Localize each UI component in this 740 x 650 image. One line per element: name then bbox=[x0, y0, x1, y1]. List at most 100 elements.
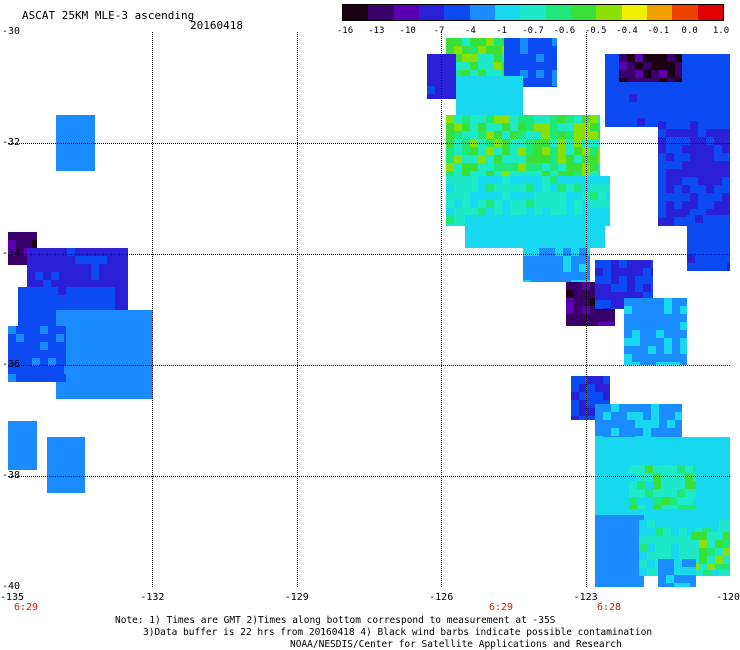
wind-cell bbox=[656, 322, 665, 331]
wind-cell bbox=[136, 373, 145, 382]
wind-cell bbox=[478, 123, 486, 132]
wind-cell bbox=[644, 118, 653, 127]
wind-cell bbox=[72, 115, 81, 124]
wind-cell bbox=[494, 131, 502, 140]
wind-cell bbox=[636, 78, 645, 87]
wind-cell bbox=[705, 192, 714, 201]
wind-cell bbox=[699, 477, 708, 486]
wind-cell bbox=[537, 239, 546, 248]
wind-cell bbox=[659, 453, 668, 462]
wind-cell bbox=[708, 62, 717, 71]
wind-cell bbox=[692, 86, 701, 95]
wind-cell bbox=[17, 295, 26, 304]
wind-cell bbox=[478, 208, 486, 217]
wind-cell bbox=[72, 131, 81, 140]
wind-cell bbox=[550, 155, 558, 164]
colorbar-tick-label: -0.1 bbox=[647, 26, 670, 36]
wind-cell bbox=[446, 37, 454, 46]
wind-cell bbox=[59, 256, 68, 265]
wind-cell bbox=[601, 247, 605, 249]
wind-cell bbox=[478, 147, 486, 156]
wind-cell bbox=[673, 168, 682, 177]
wind-cell bbox=[694, 263, 703, 271]
wind-cell bbox=[718, 263, 727, 271]
wind-cell bbox=[455, 100, 464, 109]
wind-cell bbox=[25, 319, 34, 328]
wind-cell bbox=[434, 86, 443, 95]
wind-cell bbox=[694, 223, 703, 232]
wind-cell bbox=[726, 247, 730, 256]
wind-cell bbox=[635, 259, 644, 268]
wind-cell bbox=[478, 176, 486, 185]
wind-cell bbox=[660, 86, 669, 95]
wind-cell bbox=[27, 272, 36, 281]
latitude-gridline bbox=[8, 476, 730, 477]
wind-cell bbox=[611, 509, 620, 518]
wind-cell bbox=[574, 131, 582, 140]
wind-cell bbox=[83, 280, 92, 289]
wind-cell bbox=[99, 248, 108, 257]
wind-cell bbox=[627, 562, 636, 571]
wind-cell bbox=[571, 272, 580, 281]
wind-cell bbox=[80, 325, 89, 334]
wind-cell bbox=[73, 287, 82, 296]
wind-cell bbox=[598, 313, 607, 322]
wind-cell bbox=[665, 136, 674, 145]
wind-cell bbox=[606, 305, 615, 314]
wind-cell bbox=[710, 255, 719, 264]
wind-cell bbox=[611, 267, 620, 276]
wind-cell bbox=[627, 78, 636, 82]
wind-cell bbox=[32, 452, 37, 461]
wind-cell bbox=[56, 381, 65, 390]
wind-cell bbox=[656, 306, 665, 315]
wind-cell bbox=[635, 78, 644, 82]
wind-cell bbox=[104, 357, 113, 366]
wind-cell bbox=[657, 168, 666, 177]
wind-cell bbox=[454, 123, 462, 132]
wind-cell bbox=[673, 136, 682, 145]
wind-cell bbox=[72, 349, 81, 358]
wind-cell bbox=[595, 554, 604, 563]
wind-cell bbox=[471, 108, 480, 117]
wind-cell bbox=[702, 223, 711, 232]
wind-cell bbox=[673, 567, 682, 576]
wind-cell bbox=[8, 247, 16, 256]
wind-cell bbox=[88, 131, 95, 140]
longitude-label: -129 bbox=[284, 592, 309, 603]
wind-cell bbox=[511, 92, 520, 101]
wind-cell bbox=[120, 357, 129, 366]
wind-cell bbox=[603, 461, 612, 470]
wind-cell bbox=[64, 333, 73, 342]
wind-cell bbox=[558, 208, 566, 217]
wind-cell bbox=[684, 504, 693, 510]
wind-cell bbox=[64, 334, 66, 343]
wind-cell bbox=[519, 76, 523, 85]
wind-cell bbox=[543, 53, 552, 62]
wind-cell bbox=[535, 45, 544, 54]
wind-cell bbox=[590, 163, 598, 172]
wind-cell bbox=[56, 397, 65, 399]
wind-cell bbox=[32, 468, 37, 471]
wind-cell bbox=[426, 86, 435, 95]
wind-cell bbox=[535, 37, 544, 46]
wind-cell bbox=[673, 224, 682, 227]
wind-cell bbox=[83, 256, 92, 265]
wind-cell bbox=[479, 100, 488, 109]
wind-cell bbox=[692, 504, 697, 510]
wind-cell bbox=[595, 522, 604, 531]
wind-cell bbox=[713, 120, 722, 129]
wind-cell bbox=[97, 303, 106, 312]
wind-cell bbox=[667, 437, 676, 446]
wind-cell bbox=[603, 546, 612, 555]
wind-cell bbox=[702, 231, 711, 240]
wind-cell bbox=[595, 501, 604, 510]
wind-cell bbox=[553, 223, 562, 232]
wind-cell bbox=[726, 231, 730, 240]
wind-cell bbox=[627, 453, 636, 462]
wind-cell bbox=[144, 317, 153, 326]
wind-cell bbox=[105, 287, 114, 296]
colorbar-tick-label: -10 bbox=[399, 26, 416, 36]
wind-cell bbox=[574, 281, 583, 290]
wind-cell bbox=[713, 144, 722, 153]
wind-cell bbox=[571, 392, 580, 401]
